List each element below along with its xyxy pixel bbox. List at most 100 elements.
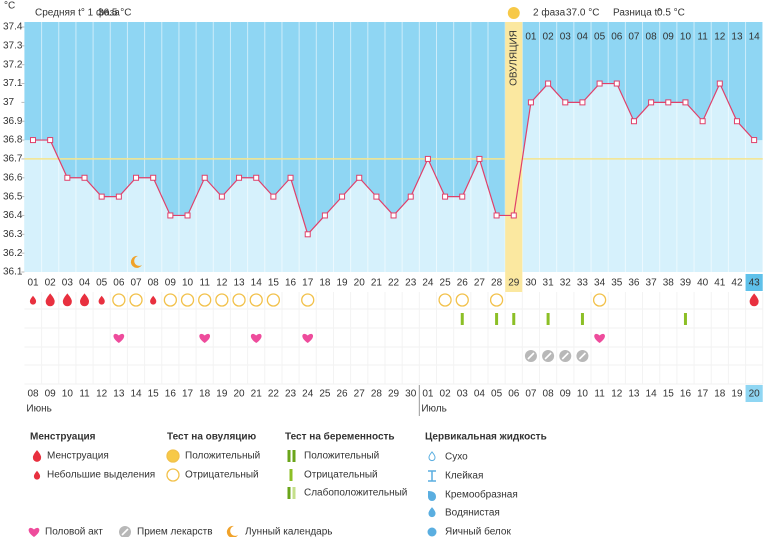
- cycle-day-label: 12: [216, 278, 228, 289]
- y-axis-label: °C: [4, 1, 15, 12]
- ovulation-test-icon: [249, 293, 263, 307]
- medication-icon: [542, 350, 555, 362]
- legend-item: Отрицательный: [304, 470, 378, 481]
- cycle-day-label: 26: [457, 278, 469, 289]
- phase2-day: 12: [714, 32, 726, 43]
- legend-icon: [166, 449, 180, 463]
- date-label: 11: [79, 389, 90, 400]
- legend-item: Кремообразная: [445, 489, 518, 501]
- y-tick-label: 36.1: [3, 267, 23, 278]
- pill-line: [561, 352, 569, 360]
- y-tick-label: 37.2: [3, 59, 23, 70]
- cycle-day-label: 38: [663, 278, 675, 289]
- temperature-point: [476, 155, 483, 162]
- legend-title: Цервикальная жидкость: [425, 432, 547, 443]
- temperature-point: [665, 99, 672, 106]
- date-label: 08: [543, 389, 555, 400]
- temperature-point: [253, 174, 260, 181]
- today-box: [745, 274, 763, 291]
- header-label: Средняя t° 1 фаза: [35, 7, 120, 19]
- phase2-day: 01: [525, 32, 537, 43]
- y-tick-label: 37: [3, 97, 15, 108]
- month-label: Июль: [421, 404, 447, 415]
- temperature-point: [115, 193, 122, 200]
- temperature-point: [510, 212, 517, 219]
- temperature-point: [339, 193, 346, 200]
- date-label: 19: [216, 389, 228, 400]
- ovulation-test-icon: [455, 293, 469, 307]
- legend-icon: [32, 450, 42, 462]
- date-label: 30: [405, 389, 417, 400]
- intercourse-icon: [250, 333, 262, 343]
- date-label: 17: [697, 389, 709, 400]
- cycle-day-label: 21: [371, 278, 383, 289]
- legend-item: Яичный белок: [445, 526, 511, 537]
- temperature-point: [167, 212, 174, 219]
- date-label: 17: [182, 389, 194, 400]
- pregnancy-test-icon: [683, 313, 687, 325]
- phase2-day: 08: [646, 32, 658, 43]
- phase2-day: 14: [749, 32, 761, 43]
- y-tick-label: 36.6: [3, 172, 23, 183]
- intercourse-icon: [113, 333, 125, 343]
- legend-item: Водянистая: [445, 508, 500, 519]
- temperature-point: [321, 212, 328, 219]
- cycle-day-label: 03: [62, 278, 74, 289]
- legend-icon: [428, 507, 436, 518]
- date-label: 16: [680, 389, 692, 400]
- legend-title: Тест на овуляцию: [167, 432, 257, 443]
- legend-icon: [226, 525, 238, 537]
- date-label: 16: [165, 389, 177, 400]
- cycle-day-label: 29: [508, 278, 520, 289]
- ovulation-test-icon: [266, 293, 281, 307]
- cycle-day-label: 17: [302, 278, 314, 289]
- date-label: 13: [628, 389, 640, 400]
- y-tick-label: 37.4: [3, 22, 23, 33]
- cycle-day-label: 28: [491, 278, 503, 289]
- pregnancy-test-icon: [495, 313, 499, 325]
- date-label: 20: [233, 389, 245, 400]
- legend-icon: [292, 487, 296, 499]
- date-label: 04: [474, 389, 486, 400]
- date-label: 25: [319, 389, 331, 400]
- phase2-day: 05: [594, 32, 606, 43]
- y-tick-label: 36.2: [3, 248, 23, 259]
- date-label: 05: [491, 389, 503, 400]
- cycle-day-label: 36: [628, 278, 640, 289]
- temperature-point: [459, 193, 466, 200]
- phase2-day: 06: [611, 32, 623, 43]
- ovulation-test-icon: [301, 293, 315, 307]
- ovulation-test-icon: [198, 293, 212, 307]
- temperature-point: [304, 231, 311, 238]
- medication-icon: [576, 350, 589, 362]
- cycle-day-label: 19: [336, 278, 348, 289]
- temperature-point: [579, 99, 586, 106]
- y-tick-label: 37.1: [3, 78, 23, 89]
- pill-line: [121, 528, 129, 536]
- temperature-point: [442, 193, 449, 200]
- cycle-day-label: 35: [611, 278, 623, 289]
- temperature-point: [682, 99, 689, 106]
- phase2-day: 04: [577, 32, 589, 43]
- header-value: 36.5 °C: [98, 8, 131, 19]
- phase2-day: 07: [628, 32, 640, 43]
- menstruation-icon: [79, 293, 90, 307]
- temperature-point: [424, 155, 431, 162]
- legend-item: Сухо: [445, 452, 468, 463]
- ovulation-test-icon: [592, 293, 607, 307]
- pregnancy-test-icon: [580, 313, 584, 325]
- spotting-icon: [29, 295, 37, 305]
- header-label: 2 фаза: [533, 7, 566, 19]
- y-tick-label: 37.3: [3, 40, 23, 51]
- header-label: Разница t°: [613, 8, 661, 19]
- date-label: 11: [594, 389, 605, 400]
- temperature-point: [716, 80, 723, 87]
- cycle-day-label: 22: [388, 278, 400, 289]
- temperature-point: [98, 193, 105, 200]
- pregnancy-test-icon: [460, 313, 464, 325]
- temperature-point: [733, 118, 740, 125]
- legend-icon: [33, 470, 41, 480]
- cycle-day-label: 11: [200, 278, 211, 289]
- date-label: 23: [285, 389, 297, 400]
- legend-item: Половой акт: [45, 527, 103, 537]
